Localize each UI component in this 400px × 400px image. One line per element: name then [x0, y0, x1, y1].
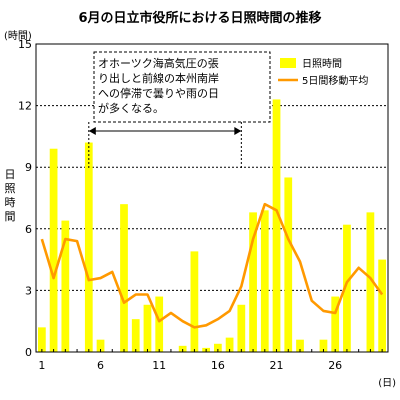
bar — [96, 339, 105, 352]
legend: 日照時間 5日間移動平均 — [274, 52, 384, 92]
bar — [378, 259, 387, 352]
bar — [143, 304, 152, 352]
legend-label-line: 5日間移動平均 — [302, 74, 368, 87]
y-axis-label: 日照時間 — [5, 168, 16, 223]
y-axis-label-char: 日 — [5, 168, 16, 181]
y-tick-label: 9 — [25, 161, 32, 174]
x-tick-label: 11 — [152, 359, 166, 372]
annotation-box — [93, 51, 271, 123]
y-tick-label: 3 — [25, 284, 32, 297]
bar — [284, 177, 293, 352]
bar — [61, 220, 70, 352]
x-tick-label: 21 — [270, 359, 284, 372]
bar — [237, 304, 246, 352]
bar — [178, 345, 187, 352]
bar — [366, 212, 375, 352]
x-tick-label: 26 — [328, 359, 342, 372]
line-series — [40, 202, 384, 329]
span-arrow-head-right — [234, 127, 242, 135]
legend-label-bar: 日照時間 — [302, 58, 342, 70]
legend-swatch-bar — [280, 58, 296, 68]
bar — [37, 327, 46, 352]
bar — [225, 337, 234, 352]
bar-series — [37, 99, 387, 352]
x-tick-label: 6 — [97, 359, 104, 372]
annotation-text: が多くなる。 — [98, 101, 164, 115]
bar — [260, 210, 269, 352]
y-axis-label-char: 時 — [5, 196, 16, 209]
bar — [84, 142, 93, 352]
bar — [296, 339, 304, 352]
annotation-text: オホーツク海高気圧の張 — [98, 56, 219, 70]
y-axis-label-char: 間 — [5, 210, 16, 223]
bar — [249, 212, 257, 352]
x-axis-unit: (日) — [378, 378, 396, 389]
y-tick-label: 0 — [25, 346, 32, 359]
y-tick-label: 15 — [18, 38, 32, 51]
plot-frame — [35, 43, 389, 353]
moving-average-line — [40, 202, 384, 329]
y-axis-unit: (時間) — [4, 30, 32, 42]
bar — [49, 148, 58, 352]
annotation-text: り出しと前線の本州南岸 — [98, 71, 219, 85]
bar — [131, 319, 140, 352]
chart-title: 6月の日立市役所における日照時間の推移 — [78, 10, 321, 26]
annotation-text: への停滞で曇りや雨の日 — [98, 86, 219, 100]
bar — [190, 251, 199, 352]
span-arrow-head-left — [88, 127, 96, 135]
x-tick-label: 1 — [38, 359, 45, 372]
bar — [155, 296, 164, 352]
axes — [35, 43, 389, 353]
bar — [343, 224, 351, 352]
x-tick-label: 16 — [211, 359, 225, 372]
y-tick-label: 6 — [25, 223, 32, 236]
bar — [120, 204, 128, 352]
bar — [213, 343, 222, 352]
bar — [331, 296, 340, 352]
y-tick-label: 12 — [18, 100, 32, 113]
y-axis-label-char: 照 — [5, 182, 16, 195]
bar — [272, 99, 281, 352]
bar — [319, 339, 328, 352]
